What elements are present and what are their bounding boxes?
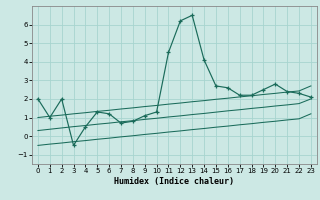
X-axis label: Humidex (Indice chaleur): Humidex (Indice chaleur) xyxy=(115,177,234,186)
